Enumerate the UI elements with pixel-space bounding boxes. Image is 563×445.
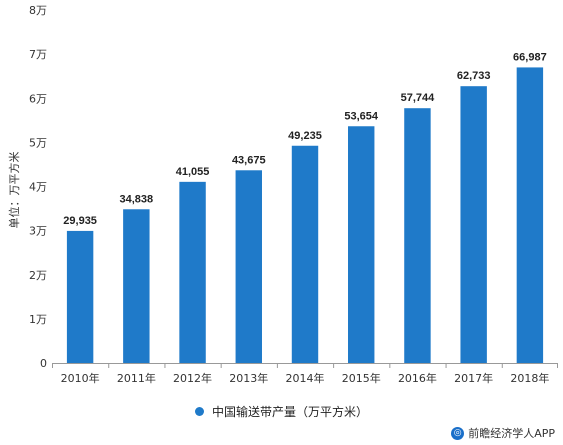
- x-tick-label: 2014年: [286, 371, 325, 385]
- x-axis: 2010年 2011年 2012年 2013年 2014年 2015年 2016年 2017年…: [52, 363, 558, 385]
- data-label: 43,675: [232, 154, 266, 166]
- bar: [179, 181, 206, 363]
- y-tick-label: 6万: [29, 92, 47, 105]
- y-tick-label: 2万: [29, 269, 47, 282]
- y-axis-title: 单位：万平方米: [7, 152, 21, 229]
- data-label: 49,235: [288, 130, 322, 142]
- x-tick-label: 2012年: [173, 371, 212, 385]
- data-label: 29,935: [63, 215, 97, 227]
- y-tick-label: 7万: [29, 48, 47, 61]
- bar: [516, 67, 544, 363]
- y-tick-label: 0: [40, 357, 47, 370]
- bar: [66, 230, 94, 363]
- legend: 中国输送带产量（万平方米）: [195, 403, 368, 420]
- bar: [460, 86, 487, 363]
- watermark: ◎ 前瞻经济学人APP: [451, 425, 555, 441]
- qianzhan-logo-icon: ◎: [451, 426, 465, 440]
- data-label: 41,055: [176, 166, 210, 178]
- x-tick-label: 2016年: [398, 371, 437, 385]
- bar: [235, 170, 262, 363]
- y-tick-label: 4万: [29, 181, 47, 194]
- bar: [348, 126, 375, 363]
- x-tick-label: 2015年: [342, 371, 381, 385]
- y-tick-label: 8万: [29, 4, 47, 17]
- x-tick-label: 2018年: [510, 371, 549, 385]
- y-tick-label: 1万: [29, 313, 47, 326]
- bar: [123, 209, 150, 363]
- x-tick-label: 2011年: [117, 371, 156, 385]
- bars: 29,935 34,838 41,055 43,675 49,235 53,654 57,7…: [63, 51, 547, 364]
- data-label: 62,733: [457, 70, 491, 82]
- x-tick-label: 2010年: [61, 371, 100, 385]
- data-label: 34,838: [120, 193, 154, 205]
- bar: [404, 108, 431, 364]
- legend-label: 中国输送带产量（万平方米）: [212, 405, 369, 419]
- y-tick-label: 5万: [29, 136, 47, 149]
- y-axis: 0 1万 2万 3万 4万 5万 6万 7万 8万: [29, 4, 47, 370]
- x-tick-label: 2013年: [229, 371, 268, 385]
- legend-marker: [195, 407, 204, 416]
- watermark-label: 前瞻经济学人APP: [468, 427, 555, 440]
- y-tick-label: 3万: [29, 225, 47, 238]
- x-tick-label: 2017年: [454, 371, 493, 385]
- bar: [291, 145, 319, 363]
- data-label: 53,654: [344, 110, 379, 122]
- data-label: 57,744: [401, 92, 436, 104]
- data-label: 66,987: [513, 51, 547, 63]
